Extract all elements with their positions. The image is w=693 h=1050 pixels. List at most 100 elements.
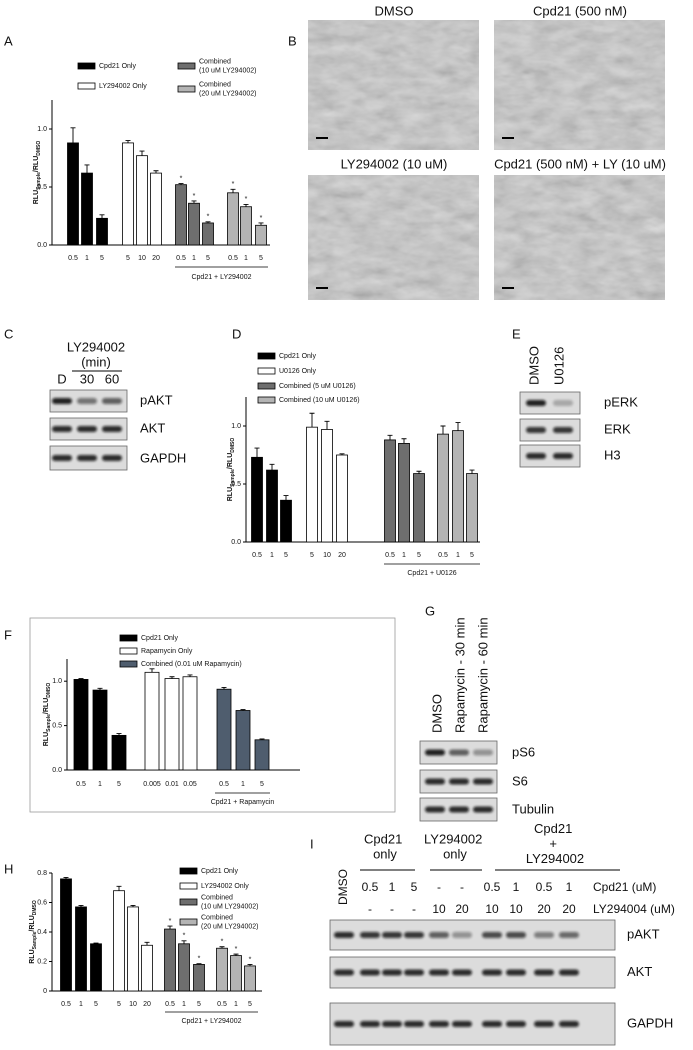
significance-mark: *: [245, 196, 248, 203]
x-tick-label: 5: [197, 1001, 201, 1008]
bar: [202, 222, 214, 246]
significance-mark: *: [207, 214, 210, 221]
x-tick-label: 10: [323, 552, 331, 559]
blot-row-label: pAKT: [627, 926, 660, 941]
error-bar: [93, 942, 99, 944]
band: [382, 969, 402, 976]
micrograph-label: Cpd21 (500 nM): [533, 3, 627, 18]
x-tick-label: 0.5: [165, 1001, 175, 1008]
bar: [122, 142, 134, 246]
legend-label: U0126 Only: [279, 368, 316, 375]
x-tick-label: 0.5: [68, 255, 78, 262]
band: [360, 969, 380, 976]
band: [506, 932, 526, 938]
bar: [240, 206, 252, 246]
y-axis-label-part: RLU: [33, 190, 40, 204]
bar: [230, 955, 242, 992]
error-bar: [196, 963, 202, 965]
band: [382, 1021, 402, 1027]
band: [526, 400, 546, 406]
band: [473, 806, 493, 813]
error-bar: [240, 709, 246, 711]
dose-label: 20: [562, 902, 576, 916]
bar: [466, 473, 478, 543]
band: [506, 1021, 526, 1027]
blot-row-label: Tubulin: [512, 801, 554, 816]
y-axis-label-part: /RLU: [227, 453, 234, 469]
bar: [321, 429, 333, 543]
error-bar: [221, 686, 227, 690]
panel-label: C: [4, 326, 13, 341]
bar: [336, 454, 348, 543]
band: [559, 969, 579, 976]
dose-label: 0.5: [536, 880, 553, 894]
blot: [519, 418, 581, 442]
bar: [81, 172, 93, 246]
band: [360, 1021, 380, 1027]
dose-label: -: [412, 902, 416, 916]
panel-label: B: [288, 33, 297, 48]
lane-label: DMSO: [526, 346, 541, 385]
micrograph-label: LY294002 (10 uM): [341, 156, 448, 171]
x-tick-label: 0.01: [165, 781, 179, 788]
micrograph-texture: [308, 175, 479, 300]
x-tick-label: 5: [470, 552, 474, 559]
error-bar: [258, 222, 264, 226]
significance-mark: *: [183, 933, 186, 940]
band: [534, 932, 554, 938]
error-bar: [70, 127, 76, 143]
x-tick-label: 1: [192, 255, 196, 262]
x-tick-label: 5: [417, 552, 421, 559]
bar: [141, 944, 153, 992]
error-bar: [84, 164, 90, 174]
x-tick-label: 0.5: [217, 1001, 227, 1008]
bar: [67, 142, 79, 246]
error-bar: [230, 188, 236, 193]
bar: [188, 202, 200, 246]
dose-label: 0.5: [362, 880, 379, 894]
panel-label: I: [310, 836, 314, 851]
significance-mark: *: [235, 946, 238, 953]
dose-label: -: [368, 902, 372, 916]
x-tick-label: 5: [284, 552, 288, 559]
legend-label: Combined (10 uM LY294002): [199, 58, 256, 74]
blot-row-label: ERK: [604, 421, 631, 436]
micrograph-texture: [494, 20, 665, 150]
error-bar: [205, 221, 211, 223]
error-bar: [149, 668, 155, 673]
error-bar: [144, 941, 150, 946]
y-axis-label-part: DMSO: [32, 900, 38, 915]
dose-label: 1: [566, 880, 573, 894]
legend-label: Cpd21 Only: [141, 635, 178, 642]
bar: [384, 439, 396, 543]
x-tick-label: 0.5: [219, 781, 229, 788]
group-header: Cpd21 only: [364, 832, 406, 862]
y-axis-label-part: DMSO: [36, 141, 42, 156]
legend-swatch: [257, 367, 276, 375]
band: [77, 398, 97, 404]
bar: [244, 965, 256, 992]
x-tick-label: 5: [248, 1001, 252, 1008]
band: [425, 778, 445, 785]
x-tick-label: 5: [206, 255, 210, 262]
x-tick-label: 20: [152, 255, 160, 262]
x-tick-label: 1: [85, 255, 89, 262]
bar: [452, 430, 464, 543]
error-bar: [99, 214, 105, 219]
band: [334, 932, 354, 938]
dose-label: 1: [389, 880, 396, 894]
bar: [96, 217, 108, 246]
micrograph-label: DMSO: [375, 3, 414, 18]
y-axis-label-part: Sample: [230, 469, 236, 487]
band: [506, 969, 526, 976]
x-tick-label: 5: [259, 255, 263, 262]
significance-mark: *: [221, 939, 224, 946]
error-bar: [283, 495, 289, 501]
error-bar: [324, 420, 330, 430]
x-tick-label: 5: [117, 781, 121, 788]
legend-swatch: [179, 918, 198, 926]
group-label: Cpd21 + LY294002: [181, 1018, 241, 1025]
y-tick-label: 0: [43, 988, 47, 995]
panel-label: H: [4, 861, 13, 876]
band: [404, 1021, 424, 1027]
